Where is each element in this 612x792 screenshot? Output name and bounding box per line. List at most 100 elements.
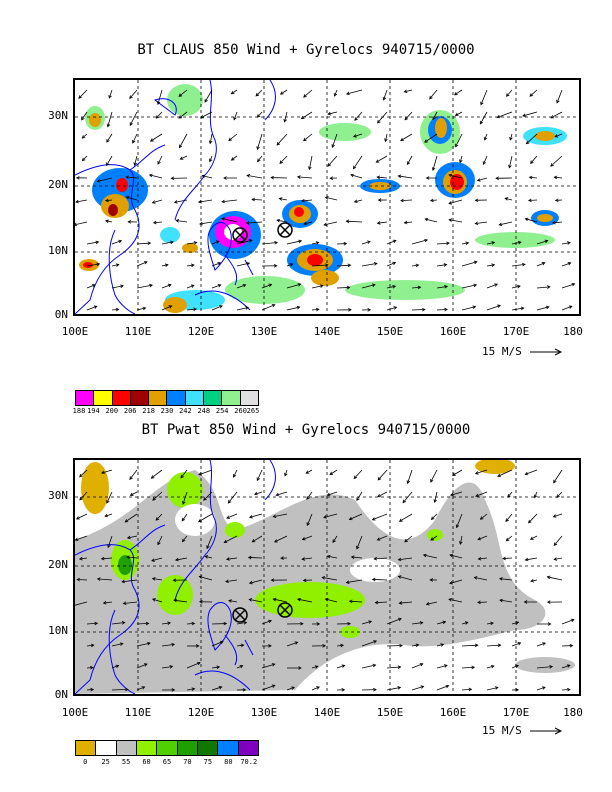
wind-vector: [449, 579, 463, 584]
wind-vector: [327, 155, 338, 167]
wind-vector: [327, 111, 338, 115]
wind-vector: [150, 133, 163, 142]
wind-vector-head: [129, 476, 133, 480]
wind-vector-head: [297, 283, 302, 287]
colorbar-swatch: [222, 391, 241, 405]
wind-vector-head: [175, 219, 180, 223]
wind-vector-head: [406, 161, 411, 166]
wind-vector-head: [298, 239, 303, 244]
wind-vector: [436, 286, 448, 289]
wind-vector: [111, 240, 122, 245]
wind-vector-head: [368, 620, 373, 624]
wind-vector-head: [276, 141, 281, 146]
wind-vector: [353, 469, 363, 479]
wind-vector: [233, 469, 238, 478]
wind-vector-head: [274, 539, 278, 543]
bottom-map-svg: [75, 460, 579, 694]
wind-vector: [525, 557, 538, 561]
wind-vector: [86, 305, 98, 311]
wind-vector-head: [520, 306, 525, 311]
wind-vector-head: [297, 597, 301, 602]
wind-vector: [311, 308, 319, 311]
wind-vector-head: [275, 492, 280, 497]
bottom-y-tick: 10N: [48, 624, 68, 637]
wind-vector-head: [367, 240, 371, 244]
wind-vector-head: [204, 98, 208, 103]
wind-vector: [475, 469, 488, 475]
wind-vector: [353, 155, 363, 169]
wind-vector: [400, 199, 413, 202]
wind-vector: [126, 196, 138, 201]
wind-vector: [199, 576, 213, 581]
wind-vector-head: [247, 555, 252, 560]
wind-vector: [436, 685, 449, 691]
wind-vector-head: [245, 221, 250, 225]
wind-vector: [136, 623, 149, 625]
colorbar-swatch: [197, 741, 219, 755]
wind-vector-head: [433, 499, 437, 503]
wind-vector-head: [218, 685, 223, 690]
wind-vector-head: [279, 91, 284, 95]
bottom-y-tick: 20N: [48, 558, 68, 571]
wind-vector-head: [303, 137, 307, 142]
wind-vector-head: [326, 554, 331, 559]
colorbar-swatch: [130, 391, 150, 405]
wind-vector-head: [498, 222, 503, 227]
wind-vector: [386, 666, 401, 669]
wind-vector: [161, 241, 174, 245]
wind-vector-head: [115, 263, 120, 267]
wind-vector-head: [230, 90, 235, 95]
wind-vector-head: [271, 684, 276, 688]
wind-vector: [286, 240, 302, 245]
wind-vector-head: [454, 112, 459, 116]
wind-vector: [383, 89, 388, 101]
wind-vector: [75, 535, 88, 541]
wind-vector: [398, 175, 413, 179]
wind-vector-head: [191, 621, 196, 626]
wind-vector-head: [119, 642, 124, 646]
wind-vector: [151, 557, 163, 562]
wind-vector: [386, 285, 396, 289]
wind-vector-head: [142, 306, 147, 311]
wind-vector: [82, 155, 88, 161]
scale-arrow-icon: [530, 348, 563, 356]
wind-vector: [354, 199, 363, 203]
top-x-tick: 180: [563, 325, 583, 338]
colorbar-label: 188: [72, 407, 86, 415]
wind-vector-head: [382, 96, 387, 101]
wind-vector-head: [233, 116, 237, 121]
wind-vector: [356, 535, 363, 549]
wind-vector-head: [425, 176, 430, 180]
wind-vector: [228, 133, 238, 141]
wind-vector-head: [306, 496, 310, 500]
wind-vector-head: [568, 305, 573, 309]
wind-vector-head: [499, 598, 503, 603]
colorbar-swatch: [185, 391, 205, 405]
wind-vector-head: [148, 173, 153, 178]
wind-vector-head: [402, 499, 407, 504]
wind-vector-head: [465, 241, 470, 246]
wind-vector-head: [474, 198, 479, 203]
wind-vector: [325, 196, 338, 201]
wind-vector-head: [324, 196, 329, 200]
gyre-marker: [277, 602, 293, 618]
wind-vector-head: [81, 157, 86, 162]
top-x-tick: 120E: [187, 325, 215, 338]
wind-vector: [249, 598, 263, 603]
wind-vector: [86, 689, 94, 691]
wind-vector-head: [430, 537, 435, 541]
wind-vector: [257, 111, 263, 118]
colorbar-swatch: [240, 391, 258, 405]
colorbar-label: 70: [183, 758, 192, 766]
wind-vector: [205, 555, 213, 559]
wind-vector: [455, 111, 463, 116]
wind-vector-head: [517, 642, 522, 646]
wind-vector: [361, 241, 371, 245]
wind-vector-head: [473, 260, 478, 265]
wind-vector: [236, 644, 244, 647]
wind-vector-head: [449, 553, 454, 558]
wind-vector: [525, 469, 538, 475]
wind-vector: [86, 284, 96, 289]
wind-vector: [209, 155, 213, 162]
wind-vector-head: [248, 598, 253, 602]
